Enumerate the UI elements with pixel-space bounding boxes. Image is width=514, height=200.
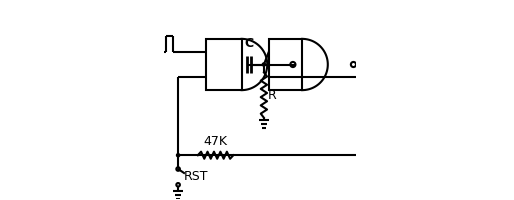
- Circle shape: [262, 63, 265, 66]
- Text: 47K: 47K: [204, 135, 228, 148]
- Circle shape: [357, 63, 360, 66]
- Circle shape: [176, 154, 180, 157]
- Text: RST: RST: [184, 170, 209, 183]
- Text: C: C: [245, 37, 254, 50]
- Text: R: R: [268, 89, 277, 102]
